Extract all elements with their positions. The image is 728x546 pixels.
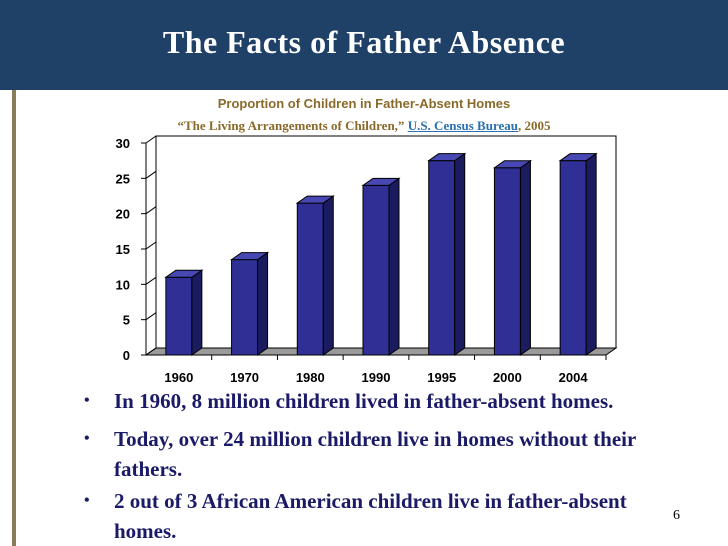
slide-title: The Facts of Father Absence	[162, 24, 566, 60]
bar-side	[519, 159, 531, 356]
y-tick-label: 10	[116, 277, 130, 292]
bar-front	[428, 160, 456, 356]
x-tick-label: 1990	[362, 370, 391, 385]
bar-front	[296, 202, 324, 356]
y-tick-depth	[145, 241, 157, 250]
x-tick-label: 2000	[493, 370, 522, 385]
chart-subtitle-prefix: “The Living Arrangements of Children,”	[177, 118, 408, 133]
x-tick-label: 1960	[164, 370, 193, 385]
bar-side	[191, 269, 203, 356]
x-tick-label: 2004	[559, 370, 589, 385]
bar-side	[257, 251, 269, 356]
bar-top	[295, 195, 335, 204]
y-tick-label: 30	[116, 136, 130, 151]
y-tick-depth	[145, 347, 157, 356]
bar-top	[229, 252, 270, 261]
bar-front	[231, 259, 259, 356]
bullet-text: 2 out of 3 African American children liv…	[114, 489, 627, 543]
bar-front	[559, 160, 587, 356]
bar-side	[585, 152, 597, 356]
y-tick-label: 5	[123, 313, 130, 328]
bullet-3: • 2 out of 3 African American children l…	[84, 486, 684, 546]
side-stripe	[12, 90, 16, 546]
y-tick-depth	[145, 170, 157, 179]
bar-front	[362, 184, 390, 356]
bar-side	[322, 195, 334, 356]
bullet-dot: •	[84, 392, 90, 409]
y-tick-depth	[145, 312, 157, 321]
bullet-dot: •	[84, 492, 90, 509]
y-tick-depth	[145, 206, 157, 215]
page-number: 6	[673, 508, 680, 523]
chart-title: Proportion of Children in Father-Absent …	[217, 96, 511, 111]
y-tick-label: 25	[116, 171, 130, 186]
chart-subtitle: “The Living Arrangements of Children,” U…	[0, 118, 728, 134]
bullet-text: Today, over 24 million children live in …	[114, 427, 636, 481]
y-tick-depth	[145, 135, 157, 144]
bullet-2: • Today, over 24 million children live i…	[84, 424, 644, 484]
bullet-dot: •	[84, 430, 90, 447]
bar-top	[558, 153, 598, 162]
x-tick-label: 1980	[296, 370, 325, 385]
title-bar: The Facts of Father Absence	[0, 0, 728, 90]
bar-side	[454, 152, 466, 356]
x-tick-label: 1995	[427, 370, 456, 385]
census-bureau-link[interactable]: U.S. Census Bureau	[407, 118, 518, 133]
x-tick-label: 1970	[230, 370, 259, 385]
bar-front	[493, 167, 521, 356]
bar-chart: 0 5 10 15 20 25 30 1960 1970 1980 1990 1995 2000 2004	[116, 135, 618, 385]
bullet-1: • In 1960, 8 million children lived in f…	[84, 386, 613, 416]
y-tick-label: 20	[116, 207, 130, 222]
bar-top	[164, 269, 204, 278]
bar-front	[165, 276, 193, 356]
bar-top	[361, 177, 401, 186]
bar-side	[388, 177, 400, 356]
chart-subtitle-suffix: , 2005	[517, 118, 551, 133]
y-tick-label: 0	[123, 348, 130, 363]
bullet-text: In 1960, 8 million children lived in fat…	[114, 389, 614, 413]
y-tick-depth	[145, 276, 157, 285]
y-tick-label: 15	[116, 242, 130, 257]
bar-top	[492, 160, 533, 169]
bar-top	[427, 153, 467, 162]
